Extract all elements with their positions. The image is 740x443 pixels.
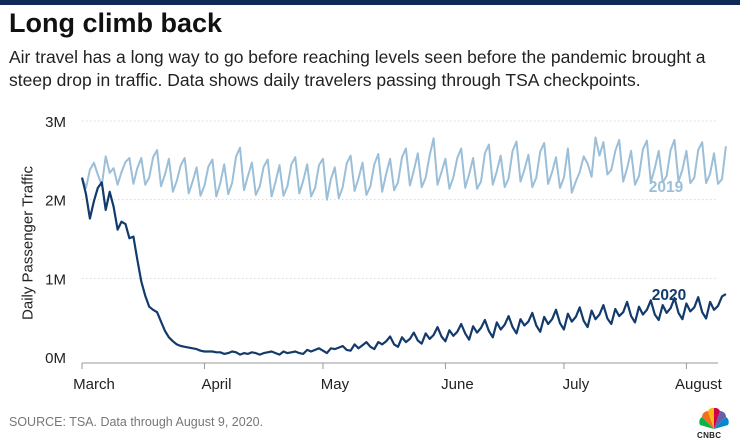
source-note: SOURCE: TSA. Data through August 9, 2020… <box>9 415 264 429</box>
y-tick-label: 2M <box>45 193 66 210</box>
x-tick-label: June <box>441 376 474 393</box>
cnbc-peacock-logo-icon <box>699 407 729 429</box>
x-tick-label: March <box>73 376 115 393</box>
series-line-2019 <box>81 136 727 201</box>
top-accent-bar <box>0 0 740 5</box>
chart-title: Long climb back <box>9 8 223 38</box>
series-line-2020 <box>80 177 727 356</box>
series-label-2019: 2019 <box>649 179 684 196</box>
y-tick-label: 3M <box>45 114 66 131</box>
x-tick-label: May <box>321 376 350 393</box>
x-tick-label: July <box>563 376 590 393</box>
series-label-2020: 2020 <box>652 287 686 304</box>
x-tick-label: April <box>201 376 231 393</box>
x-tick-label: August <box>675 376 723 393</box>
y-tick-label: 1M <box>45 271 66 288</box>
chart-subtitle: Air travel has a long way to go before r… <box>9 47 706 90</box>
cnbc-brand-text: CNBC <box>697 431 722 440</box>
y-tick-label: 0M <box>45 350 66 367</box>
